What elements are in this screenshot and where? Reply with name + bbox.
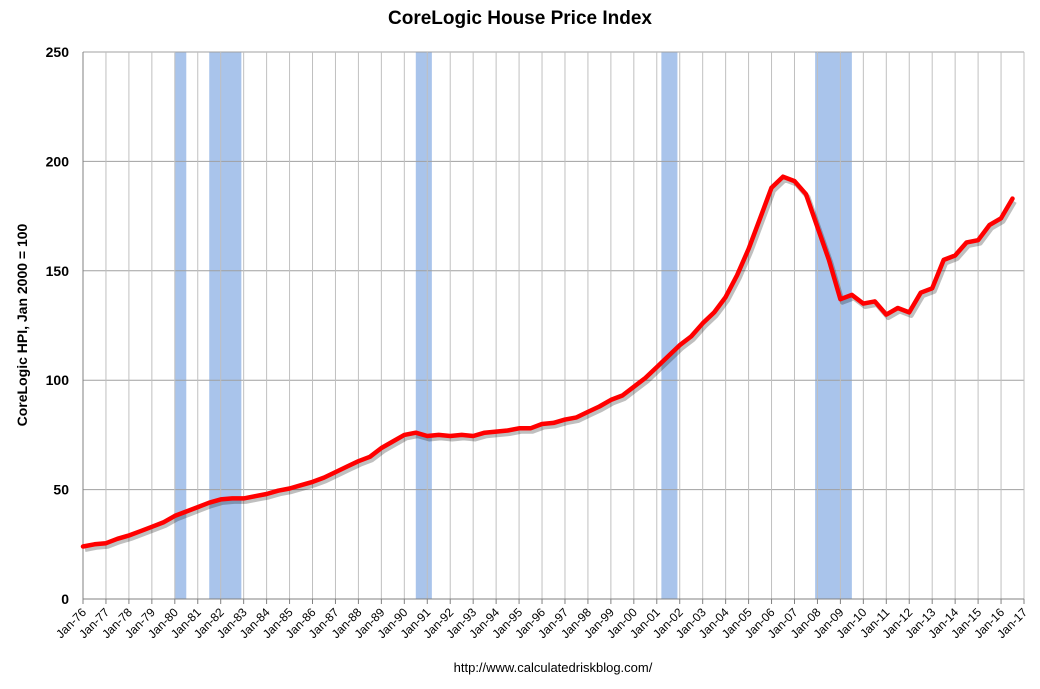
- recession-band: [815, 52, 852, 599]
- y-tick-label: 250: [46, 44, 70, 60]
- recession-band: [415, 52, 432, 599]
- recession-band: [209, 52, 242, 599]
- recession-band: [174, 52, 187, 599]
- y-tick-label: 50: [53, 482, 69, 498]
- y-axis-label: CoreLogic HPI, Jan 2000 = 100: [14, 223, 30, 426]
- y-tick-label: 100: [46, 372, 70, 388]
- y-tick-label: 150: [46, 263, 70, 279]
- recession-band: [661, 52, 678, 599]
- line: [80, 174, 1015, 549]
- y-tick-label: 200: [46, 153, 70, 169]
- y-tick-label: 0: [61, 591, 69, 607]
- chart-title: CoreLogic House Price Index: [388, 8, 652, 29]
- source: http://www.calculatedriskblog.com/: [454, 660, 653, 675]
